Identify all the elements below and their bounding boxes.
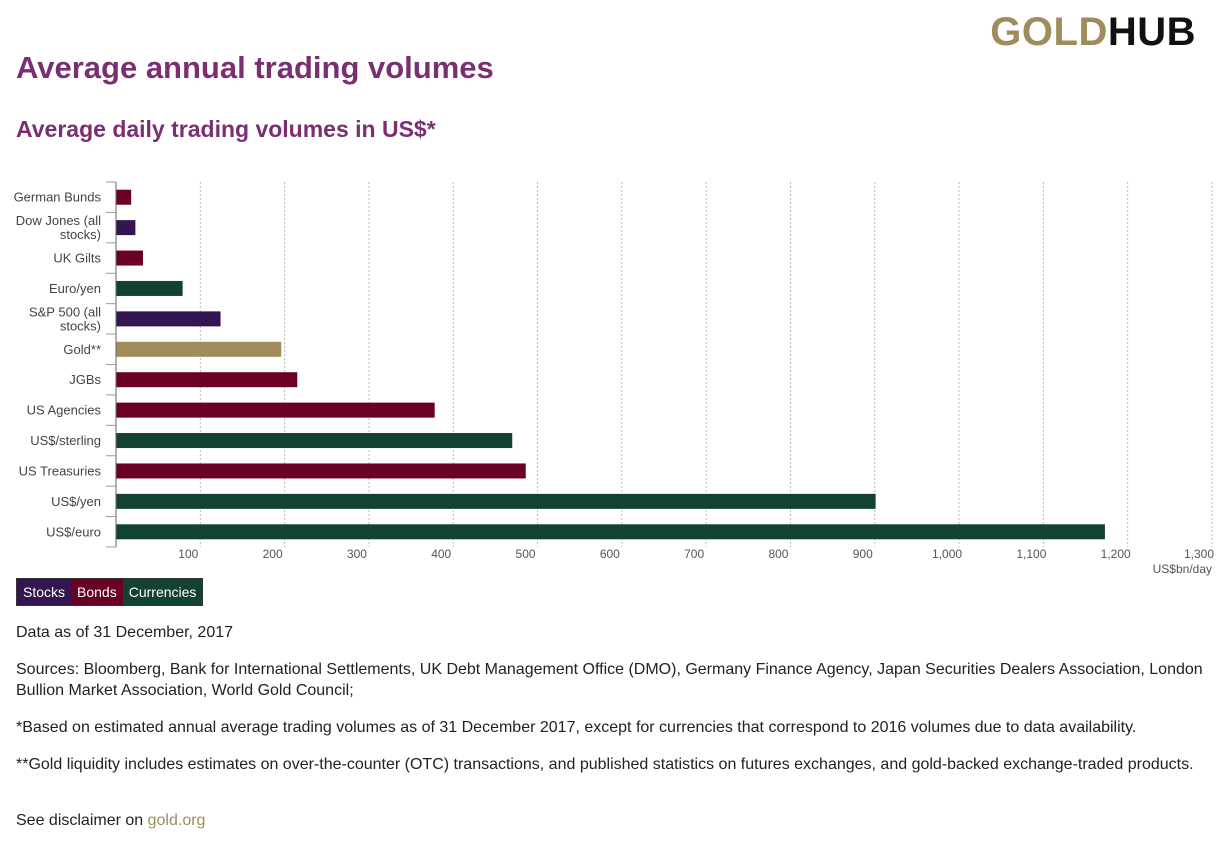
logo-hub-text: HUB [1107,10,1196,54]
trading-volumes-chart: German Bunds Dow Jones (all stocks) UK Gilt… [14,181,1214,576]
x-tick-label-700: 700 [684,547,704,561]
page-title: Average annual trading volumes [16,50,494,85]
bar-7 [116,402,435,418]
category-label-3: Euro/yen [49,281,101,296]
disclaimer-prefix: See disclaimer on [16,812,144,829]
footnote-gold: **Gold liquidity includes estimates on o… [16,756,1194,773]
category-label-5: Gold** [63,342,101,357]
category-label-1: Dow Jones (all stocks) [16,213,101,242]
x-tick-label-300: 300 [347,547,367,561]
x-tick-label-400: 400 [431,547,451,561]
bar-0 [116,189,132,205]
bar-3 [116,280,183,296]
bar-2 [116,250,143,266]
disclaimer: See disclaimer on gold.org [16,812,205,830]
legend-currencies: Currencies [122,579,203,605]
x-tick-label-100: 100 [178,547,198,561]
x-tick-label-600: 600 [600,547,620,561]
bar-11 [116,524,1105,540]
category-label-7: US Agencies [27,403,102,418]
sources-note: Sources: Bloomberg, Bank for Internation… [16,661,1203,699]
x-axis-label: US$bn/day [1153,562,1212,576]
bar-6 [116,372,298,388]
legend-bonds: Bonds [71,579,123,605]
x-tick-label-200: 200 [263,547,283,561]
category-label-0: German Bunds [14,190,102,205]
gold-org-link[interactable]: gold.org [147,812,206,829]
category-label-6: JGBs [69,372,101,387]
chart-subtitle: Average daily trading volumes in US$* [16,116,436,142]
bar-5 [116,341,282,357]
logo-gold-text: GOLD [990,10,1108,54]
bar-1 [116,220,136,236]
bar-10 [116,493,876,509]
category-label-2: UK Gilts [53,251,101,266]
category-label-11: US$/euro [46,524,101,539]
x-tick-label-1000: 1,000 [932,547,962,561]
x-tick-label-1300: 1,300 [1184,547,1214,561]
category-label-10: US$/yen [51,494,101,509]
category-label-4: S&P 500 (all stocks) [29,304,101,333]
footnote-estimates: *Based on estimated annual average tradi… [16,719,1137,736]
bar-4 [116,311,221,327]
bar-8 [116,433,513,449]
bar-9 [116,463,526,479]
goldhub-logo[interactable]: GOLDHUB [990,10,1196,54]
category-label-9: US Treasuries [19,463,102,478]
x-tick-label-1200: 1,200 [1101,547,1131,561]
category-label-8: US$/sterling [30,433,101,448]
x-tick-label-500: 500 [516,547,536,561]
chart-legend: Stocks Bonds Currencies [16,578,204,606]
x-tick-label-900: 900 [853,547,873,561]
x-tick-label-1100: 1,100 [1016,547,1046,561]
x-tick-label-800: 800 [768,547,788,561]
chart-notes: Data as of 31 December, 2017 Sources: Bl… [16,622,1206,791]
legend-stocks: Stocks [17,579,72,605]
data-as-of: Data as of 31 December, 2017 [16,624,234,641]
